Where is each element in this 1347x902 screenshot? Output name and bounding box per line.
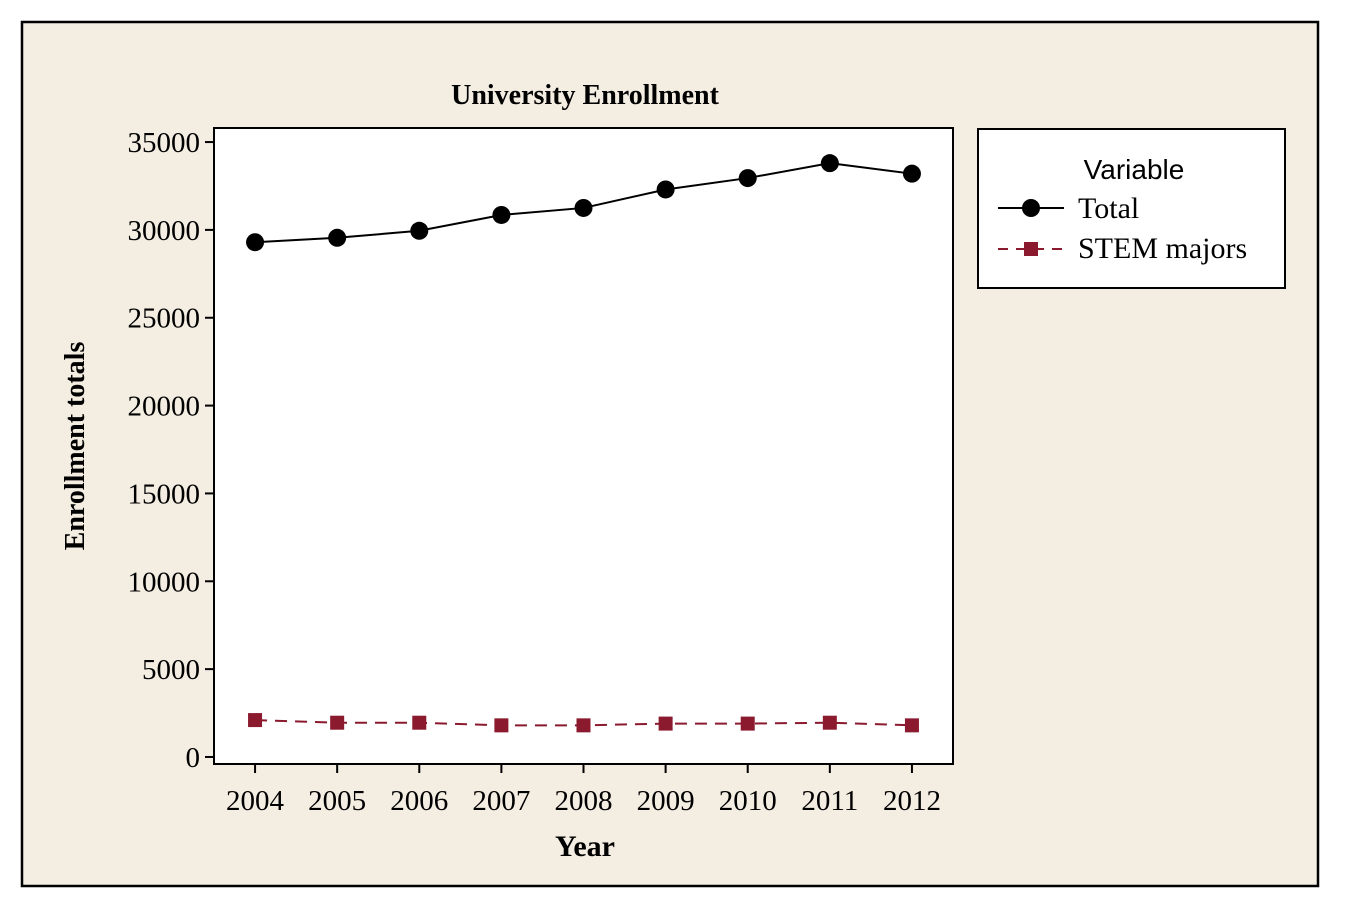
x-tick-label: 2007 xyxy=(472,785,530,817)
data-point-total xyxy=(328,228,347,247)
legend-total-marker xyxy=(1022,199,1040,217)
data-point-stem xyxy=(740,716,755,731)
y-axis: 0 5000 10000 15000 20000 25000 30000 35000 xyxy=(128,127,214,774)
x-tick-label: 2004 xyxy=(226,785,285,817)
x-axis: 2004 2005 2006 2007 2008 2009 2010 2011 2012 xyxy=(226,764,941,817)
data-point-stem xyxy=(248,713,263,728)
legend-item-stem: STEM majors xyxy=(998,232,1247,265)
x-tick-label: 2008 xyxy=(555,785,613,817)
data-point-total xyxy=(902,164,921,183)
data-point-total xyxy=(410,221,429,240)
legend: Variable Total STEM majors xyxy=(977,128,1286,289)
legend-item-total: Total xyxy=(998,192,1139,225)
y-tick-label: 15000 xyxy=(128,478,201,510)
x-tick-label: 2005 xyxy=(308,785,366,817)
data-point-total xyxy=(820,154,839,173)
data-point-stem xyxy=(576,718,591,733)
x-tick-label: 2011 xyxy=(801,785,858,817)
data-point-total xyxy=(656,180,675,199)
plot-area xyxy=(213,127,954,765)
chart-title: University Enrollment xyxy=(451,80,719,111)
x-tick-label: 2010 xyxy=(719,785,777,817)
data-point-stem xyxy=(822,715,837,730)
data-point-stem xyxy=(494,718,509,733)
data-point-total xyxy=(574,198,593,217)
data-point-stem xyxy=(412,715,427,730)
legend-total-label: Total xyxy=(1078,192,1139,225)
x-tick-label: 2006 xyxy=(390,785,448,817)
data-point-total xyxy=(246,233,265,252)
legend-title: Variable xyxy=(1084,154,1185,185)
x-tick-label: 2009 xyxy=(637,785,695,817)
y-tick-label: 30000 xyxy=(128,215,201,247)
y-tick-label: 20000 xyxy=(128,391,201,423)
y-tick-label: 0 xyxy=(186,742,201,774)
y-tick-label: 35000 xyxy=(128,127,201,159)
y-tick-label: 25000 xyxy=(128,303,201,335)
legend-stem-marker xyxy=(1024,242,1038,256)
series-layer xyxy=(246,154,921,733)
data-point-total xyxy=(492,205,511,224)
x-tick-label: 2012 xyxy=(883,785,941,817)
y-tick-label: 10000 xyxy=(128,566,201,598)
y-axis-label: Enrollment totals xyxy=(60,342,91,551)
legend-stem-label: STEM majors xyxy=(1078,232,1247,265)
data-point-stem xyxy=(658,716,673,731)
data-point-stem xyxy=(904,718,919,733)
x-axis-label: Year xyxy=(555,830,615,863)
y-tick-label: 5000 xyxy=(142,654,200,686)
data-point-stem xyxy=(330,715,345,730)
data-point-total xyxy=(738,169,757,188)
